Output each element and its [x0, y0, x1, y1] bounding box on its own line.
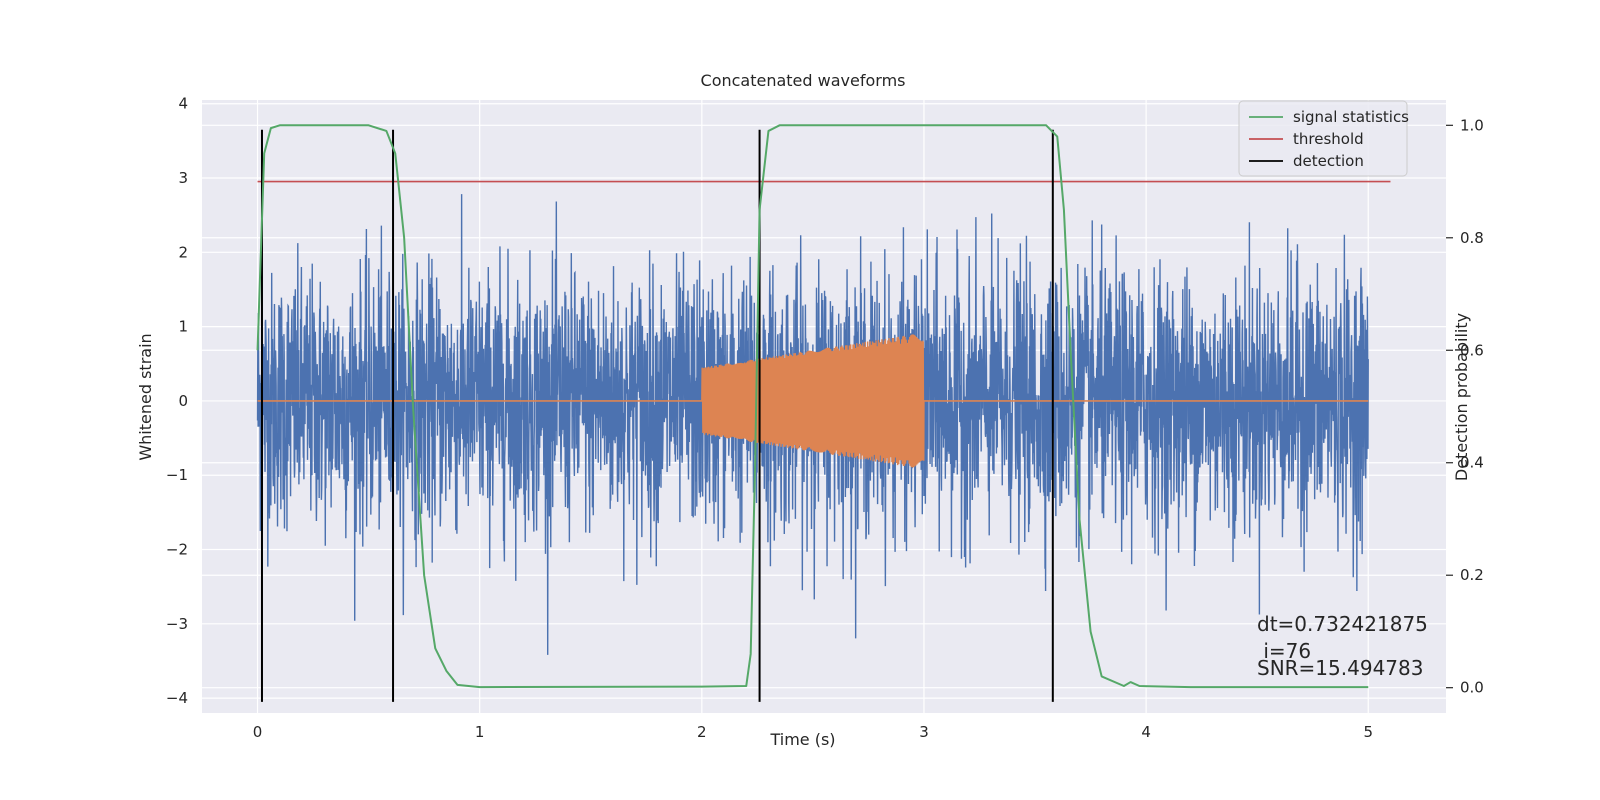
y-tick-label: 3: [178, 169, 188, 187]
legend: signal statistics threshold detection: [1238, 100, 1409, 177]
y2-tick-label: 0.2: [1460, 566, 1484, 584]
annotation-dt: dt=0.732421875: [1257, 612, 1428, 636]
legend-label-signal: signal statistics: [1293, 108, 1409, 126]
y2-axis-label: Detection probability: [1452, 313, 1471, 481]
x-tick-label: 2: [697, 723, 707, 741]
legend-label-threshold: threshold: [1293, 130, 1364, 148]
legend-box: [1238, 100, 1408, 177]
x-tick-label: 5: [1363, 723, 1373, 741]
signal-statistics-line: [256, 124, 1369, 689]
y-tick-label: −1: [166, 466, 188, 484]
strain-line: [256, 194, 1369, 655]
y-ticks: −4 −3 −2 −1 0 1 2 3 4: [166, 95, 188, 707]
y-tick-label: −3: [166, 615, 188, 633]
y-tick-label: 0: [178, 392, 188, 410]
y2-tick-label: 0.6: [1460, 341, 1484, 359]
chart-title: Concatenated waveforms: [701, 71, 906, 90]
x-ticks: 0 1 2 3 4 5: [253, 723, 1373, 741]
x-tick-label: 0: [253, 723, 263, 741]
y2-tick-label: 1.0: [1460, 116, 1484, 134]
x-tick-label: 4: [1141, 723, 1151, 741]
series-whitened-strain: [256, 194, 1369, 655]
y2-ticks: 0.0 0.2 0.4 0.6 0.8 1.0: [1446, 116, 1484, 697]
legend-label-detection: detection: [1293, 152, 1364, 170]
y-tick-label: 1: [178, 318, 188, 336]
y-tick-label: 4: [178, 95, 188, 113]
x-tick-label: 1: [475, 723, 485, 741]
y-tick-label: −2: [166, 541, 188, 559]
annotation-snr: SNR=15.494783: [1257, 656, 1423, 680]
injection-line: [701, 334, 925, 468]
y2-tick-label: 0.4: [1460, 454, 1484, 472]
annotation-i: i=76: [1257, 639, 1311, 663]
series-signal-statistics: [256, 124, 1369, 689]
x-tick-label: 3: [919, 723, 929, 741]
y2-tick-label: 0.0: [1460, 679, 1484, 697]
y-tick-label: −4: [166, 689, 188, 707]
y-tick-label: 2: [178, 243, 188, 261]
y2-tick-label: 0.8: [1460, 229, 1484, 247]
series-injection: [257, 334, 1369, 468]
x-axis-label: Time (s): [769, 730, 835, 749]
y-axis-label: Whitened strain: [136, 333, 155, 460]
